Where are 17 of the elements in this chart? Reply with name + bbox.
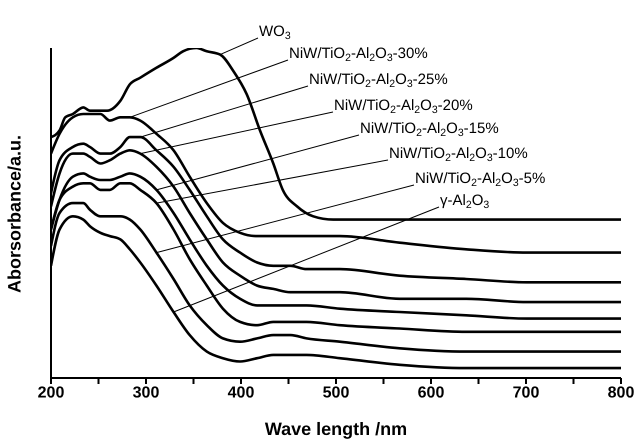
- text: NiW/TiO$_{2}$-Al$_{2}$O$_{3}$-15%: [360, 120, 499, 140]
- text: γ-Al$_{2}$O$_{3}$: [440, 192, 490, 212]
- x-tick-label: 800: [608, 384, 634, 402]
- x-axis-title: Wave length /nm: [264, 419, 408, 439]
- x-tick-label: 500: [322, 384, 350, 402]
- x-tick-label: 600: [418, 384, 444, 402]
- text: NiW/TiO$_{2}$-Al$_{2}$O$_{3}$-25%: [309, 71, 448, 90]
- x-tick-label: 200: [38, 384, 64, 402]
- x-tick-label: 400: [228, 384, 254, 402]
- x-tick-label: 700: [512, 384, 540, 402]
- text: NiW/TiO$_{2}$-Al$_{2}$O$_{3}$-20%: [334, 97, 473, 116]
- text: NiW/TiO$_{2}$-Al$_{2}$O$_{3}$-10%: [389, 145, 528, 164]
- text: NiW/TiO$_{2}$-Al$_{2}$O$_{3}$-30%: [289, 45, 428, 64]
- text: NiW/TiO$_{2}$-Al$_{2}$O$_{3}$-5%: [415, 170, 546, 190]
- x-tick-label: 300: [132, 384, 160, 402]
- y-axis-title: Aborsorbance/a.u.: [4, 134, 24, 293]
- text: WO$_{3}$: [259, 23, 291, 42]
